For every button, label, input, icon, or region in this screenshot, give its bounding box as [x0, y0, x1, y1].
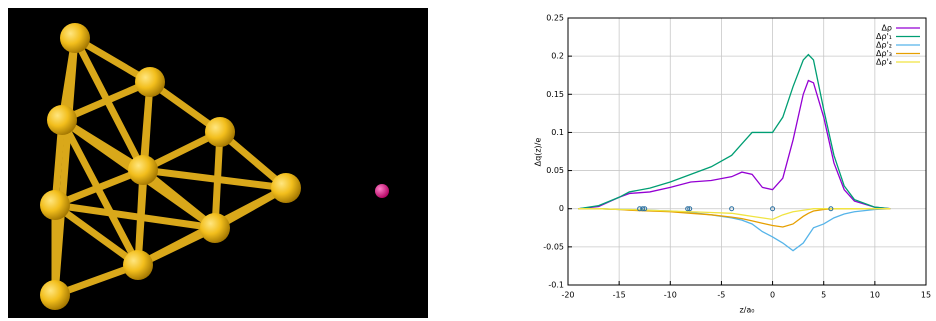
data-line: [578, 81, 890, 209]
x-tick-label: 10: [870, 291, 880, 300]
y-tick-label: -0.05: [543, 242, 564, 251]
x-tick-label: 5: [821, 291, 826, 300]
x-tick-label: 15: [921, 291, 931, 300]
x-tick-label: -10: [664, 291, 677, 300]
figure: Δq(z)/e z/a₀ -0.1 -0.05 0 0.05 0.1 0.15 0.2 0.2…: [0, 0, 936, 321]
y-tick-label: 0.15: [546, 90, 564, 99]
x-axis-label: z/a₀: [739, 306, 754, 315]
x-tick-label: -15: [613, 291, 626, 300]
y-tick-label: 0.25: [546, 14, 564, 23]
y-tick-label: 0.2: [551, 52, 564, 61]
data-line: [578, 209, 890, 251]
y-tick-label: -0.1: [548, 281, 564, 290]
x-tick-label: -5: [717, 291, 725, 300]
data-line: [578, 55, 890, 209]
molecule-render: [8, 8, 428, 318]
y-tick-label: 0.1: [551, 128, 564, 137]
page: Δq(z)/e z/a₀ -0.1 -0.05 0 0.05 0.1 0.15 0.2 0.2…: [0, 0, 936, 321]
y-tick-label: 0.05: [546, 166, 564, 175]
y-tick-label: 0: [559, 204, 564, 213]
x-tick-label: -20: [561, 291, 574, 300]
y-axis-label: Δq(z)/e: [534, 138, 543, 167]
data-line: [578, 209, 890, 227]
legend-label: Δρ'₄: [876, 58, 892, 67]
x-tick-label: 0: [770, 291, 775, 300]
plot-frame: [568, 18, 926, 285]
